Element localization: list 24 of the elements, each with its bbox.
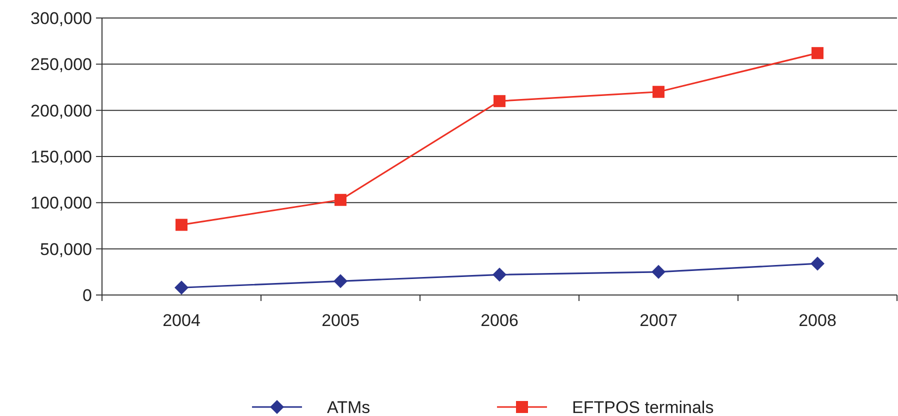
point [334,194,346,206]
y-tick-label: 100,000 [30,194,92,213]
x-tick-label: 2006 [480,311,518,330]
y-tick-label: 50,000 [40,240,92,259]
legend-label: ATMs [327,398,370,416]
x-tick-label: 2008 [798,311,836,330]
y-tick-label: 150,000 [30,147,92,166]
x-tick-label: 2005 [322,311,360,330]
y-tick-label: 0 [82,286,92,305]
x-tick-label: 2007 [640,311,678,330]
point [492,268,506,282]
y-tick-label: 300,000 [30,8,92,28]
point [174,280,188,295]
point [652,86,664,98]
point [810,256,824,271]
point [494,95,506,108]
point [334,274,348,288]
y-tick-label: 250,000 [30,55,92,74]
legend-label: EFTPOS terminals [572,398,714,416]
x-tick-label: 2004 [162,311,200,330]
point [176,218,188,231]
point [812,47,824,60]
point [652,264,666,279]
y-tick-label: 200,000 [30,101,92,120]
